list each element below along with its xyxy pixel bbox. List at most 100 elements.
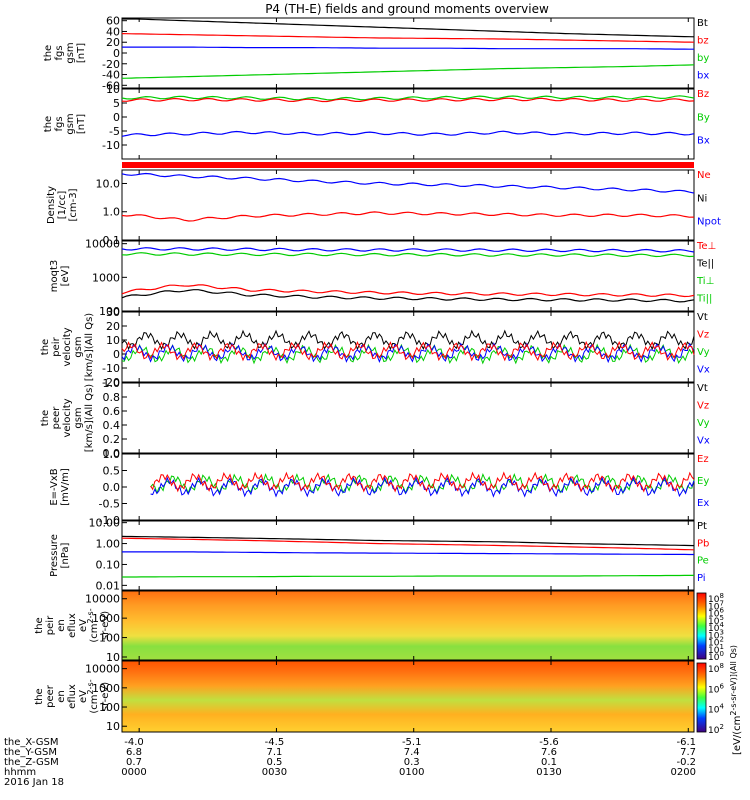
y-axis-label: [nT] xyxy=(76,114,87,134)
time-value: 0130 xyxy=(536,767,561,778)
x-gsm-value: -6.1 xyxy=(676,737,696,748)
y-axis-label: gsm xyxy=(65,42,76,63)
y-tick-label: 1.00 xyxy=(96,538,121,551)
legend-entry: Vy xyxy=(697,418,710,429)
panel-frame xyxy=(121,590,695,661)
y-tick-label: 0.1 xyxy=(103,234,121,247)
y-tick-label: -20 xyxy=(102,376,120,389)
panel-frame xyxy=(121,382,695,454)
panel-frame xyxy=(121,240,695,312)
ephemeris-row-label: the_Y-GSM xyxy=(4,747,57,758)
legend-entry: Pi xyxy=(697,573,706,584)
legend-entry: Ey xyxy=(697,476,709,487)
legend-entry: Ti⊥ xyxy=(696,276,714,287)
y-axis-label: Density xyxy=(46,186,57,224)
legend-entry: by xyxy=(697,53,709,64)
y-axis-label: moqt3 xyxy=(49,260,60,293)
y-axis-label: the xyxy=(40,410,51,426)
series-line-Pb xyxy=(121,537,695,551)
legend-entry: Vz xyxy=(697,330,709,341)
y-tick-label: -5 xyxy=(109,125,120,138)
series-line-Pe xyxy=(122,574,694,578)
y-axis-label: the xyxy=(34,688,45,704)
y-tick-label: 0 xyxy=(113,348,120,361)
y-axis-label: Pressure xyxy=(49,534,60,577)
y-axis-label: gsm xyxy=(65,113,76,134)
x-gsm-value: -5.6 xyxy=(539,737,559,748)
y-axis-label: [mV/m] xyxy=(60,468,71,506)
y-tick-label: 100 xyxy=(99,305,120,318)
y-axis-label: sr-eV) xyxy=(100,611,111,640)
y-tick-label: 0 xyxy=(113,111,120,124)
panel-frame xyxy=(121,520,695,591)
legend-entry: Vz xyxy=(697,401,709,412)
y-axis-label: en xyxy=(56,619,67,632)
legend-entry: Vy xyxy=(697,347,710,358)
colorbar xyxy=(696,662,707,733)
y-tick-label: 5 xyxy=(113,97,120,110)
legend-entry: Bx xyxy=(697,136,710,147)
z-gsm-value: 0.7 xyxy=(126,757,142,768)
panel-frame xyxy=(121,311,695,383)
y-tick-label: 1000 xyxy=(92,271,120,284)
y-tick-label: 1.0 xyxy=(103,206,121,219)
y-tick-label: 10 xyxy=(106,83,120,96)
ephemeris-row-label: hhmm xyxy=(4,767,36,778)
y-axis-label: eflux xyxy=(67,684,78,709)
colorbars-group: 108107106105104103102101100108106104102[… xyxy=(696,592,743,755)
colorbar-tick: 104 xyxy=(708,703,724,716)
series-line-Te⊥ xyxy=(121,284,695,298)
mode-bar xyxy=(122,162,694,168)
z-gsm-value: 0.3 xyxy=(404,757,420,768)
y-axis-label: fgs xyxy=(54,45,65,60)
y-axis-label: [km/s](All Qs) xyxy=(84,313,95,381)
y-tick-label: -10 xyxy=(102,139,120,152)
y-tick-label: 10000 xyxy=(85,593,120,606)
heatmap-image xyxy=(122,591,694,660)
legend-entry: Bz xyxy=(697,89,709,100)
legend-entry: Vx xyxy=(697,436,710,447)
legend-entry: Pe xyxy=(697,556,709,567)
panel-frame xyxy=(121,660,695,733)
colorbar-tick: 106 xyxy=(708,682,724,695)
y-axis-label: [1/cc] xyxy=(57,191,68,220)
y-axis-label: the xyxy=(34,617,45,633)
y-tick-label: 0.5 xyxy=(103,465,121,478)
y-tick-label: 20 xyxy=(106,320,120,333)
colorbar xyxy=(696,592,707,660)
y-axis-label: the xyxy=(43,116,54,132)
y-tick-label: 0.0 xyxy=(103,447,121,460)
time-value: 0030 xyxy=(262,767,287,778)
y-axis-label: gsm xyxy=(73,336,84,357)
y-axis-label: peir xyxy=(45,615,56,635)
panel-8: 10.00 1.00 0.10 0.01 Pressure [nPa] Pt Pb Pe Pi xyxy=(49,517,709,593)
mode-bar-fill xyxy=(122,162,694,168)
panel-4: 10000 1000 100 moqt3 [eV] Te⊥ Te|| Ti⊥ Ti|| xyxy=(49,238,716,318)
y-axis-label: eflux xyxy=(67,613,78,638)
ephemeris-row-label: the_Z-GSM xyxy=(4,757,59,768)
y-gsm-value: 7.1 xyxy=(266,747,282,758)
series-line-Bt xyxy=(122,18,695,38)
legend-entry: Bt xyxy=(697,18,708,29)
series-line-Ti⊥ xyxy=(121,252,695,258)
y-axis-label: E=-VxB xyxy=(49,468,60,505)
colorbar-tick: 102 xyxy=(708,723,724,736)
y-tick-label: 40 xyxy=(106,25,120,38)
ephemeris-row-label: the_X-GSM xyxy=(4,737,58,748)
series-line-By xyxy=(121,95,695,101)
time-value: 0000 xyxy=(121,767,146,778)
series-line-Te|| xyxy=(121,289,695,303)
y-tick-label: 1.0 xyxy=(103,377,121,390)
y-tick-label: 0.8 xyxy=(103,391,121,404)
legend-entry: By xyxy=(697,112,710,123)
series-line-Bz xyxy=(121,97,695,103)
y-gsm-value: 7.7 xyxy=(680,747,696,758)
legend-entry: Vt xyxy=(697,383,708,394)
colorbar-label: [eV/(cm2-s-sr-eV)](All Qs) xyxy=(729,645,743,755)
